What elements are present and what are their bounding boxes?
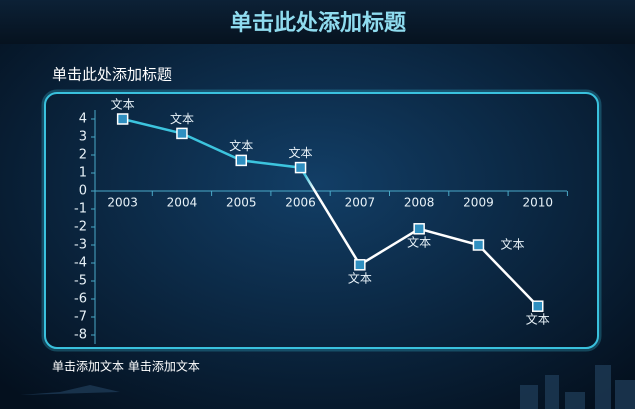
y-tick-label: -8 bbox=[74, 328, 87, 343]
slide-title: 单击此处添加标题 bbox=[230, 10, 407, 36]
y-tick-label: -5 bbox=[74, 274, 87, 289]
data-point bbox=[176, 127, 188, 140]
data-label: 文本 bbox=[289, 145, 313, 160]
data-point bbox=[413, 223, 425, 235]
data-label: 文本 bbox=[500, 237, 524, 252]
data-point bbox=[294, 161, 307, 174]
chart-panel bbox=[44, 92, 599, 349]
city-silhouette bbox=[20, 365, 635, 409]
footer-text: 单击添加文本 单击添加文本 bbox=[52, 359, 200, 374]
x-tick-label: 2005 bbox=[226, 196, 257, 210]
x-tick-label: 2006 bbox=[285, 196, 316, 210]
plot: 4 3 2 1 0 -1 -2 -3 -4 -5 -6 -7 -8 2003 2004 2005 2006 200… bbox=[74, 97, 568, 344]
x-tick-label: 2009 bbox=[463, 196, 494, 210]
y-tick-label: -4 bbox=[74, 256, 87, 271]
x-tick-label: 2004 bbox=[167, 196, 198, 210]
data-label: 文本 bbox=[526, 312, 550, 327]
y-tick-label: 1 bbox=[79, 166, 87, 181]
y-tick-label: -7 bbox=[74, 310, 87, 325]
y-tick-label: 4 bbox=[79, 112, 87, 127]
title-bar bbox=[0, 0, 635, 44]
chart-subtitle: 单击此处添加标题 bbox=[52, 66, 172, 84]
y-tick-label: -3 bbox=[74, 238, 87, 253]
panel-glow bbox=[41, 89, 602, 352]
data-point bbox=[116, 113, 129, 125]
y-tick-label: 2 bbox=[79, 148, 87, 163]
data-point bbox=[235, 154, 247, 167]
data-label: 文本 bbox=[407, 234, 431, 249]
x-tick-label: 2007 bbox=[345, 196, 376, 210]
data-line bbox=[122, 117, 539, 308]
y-tick-label: -6 bbox=[74, 292, 87, 307]
y-tick-label: -1 bbox=[74, 202, 87, 217]
x-tick-label: 2010 bbox=[522, 196, 553, 210]
data-point bbox=[354, 259, 366, 271]
y-tick-label: 0 bbox=[79, 184, 87, 199]
x-tick-label: 2003 bbox=[107, 196, 138, 210]
data-label: 文本 bbox=[348, 270, 372, 285]
x-tick-label: 2008 bbox=[404, 196, 435, 210]
data-label: 文本 bbox=[229, 138, 253, 153]
data-point bbox=[532, 300, 544, 312]
y-tick-label: -2 bbox=[74, 220, 87, 235]
data-label: 文本 bbox=[170, 111, 194, 126]
data-point bbox=[472, 239, 485, 251]
y-tick-label: 3 bbox=[79, 130, 87, 145]
data-label: 文本 bbox=[111, 97, 135, 112]
